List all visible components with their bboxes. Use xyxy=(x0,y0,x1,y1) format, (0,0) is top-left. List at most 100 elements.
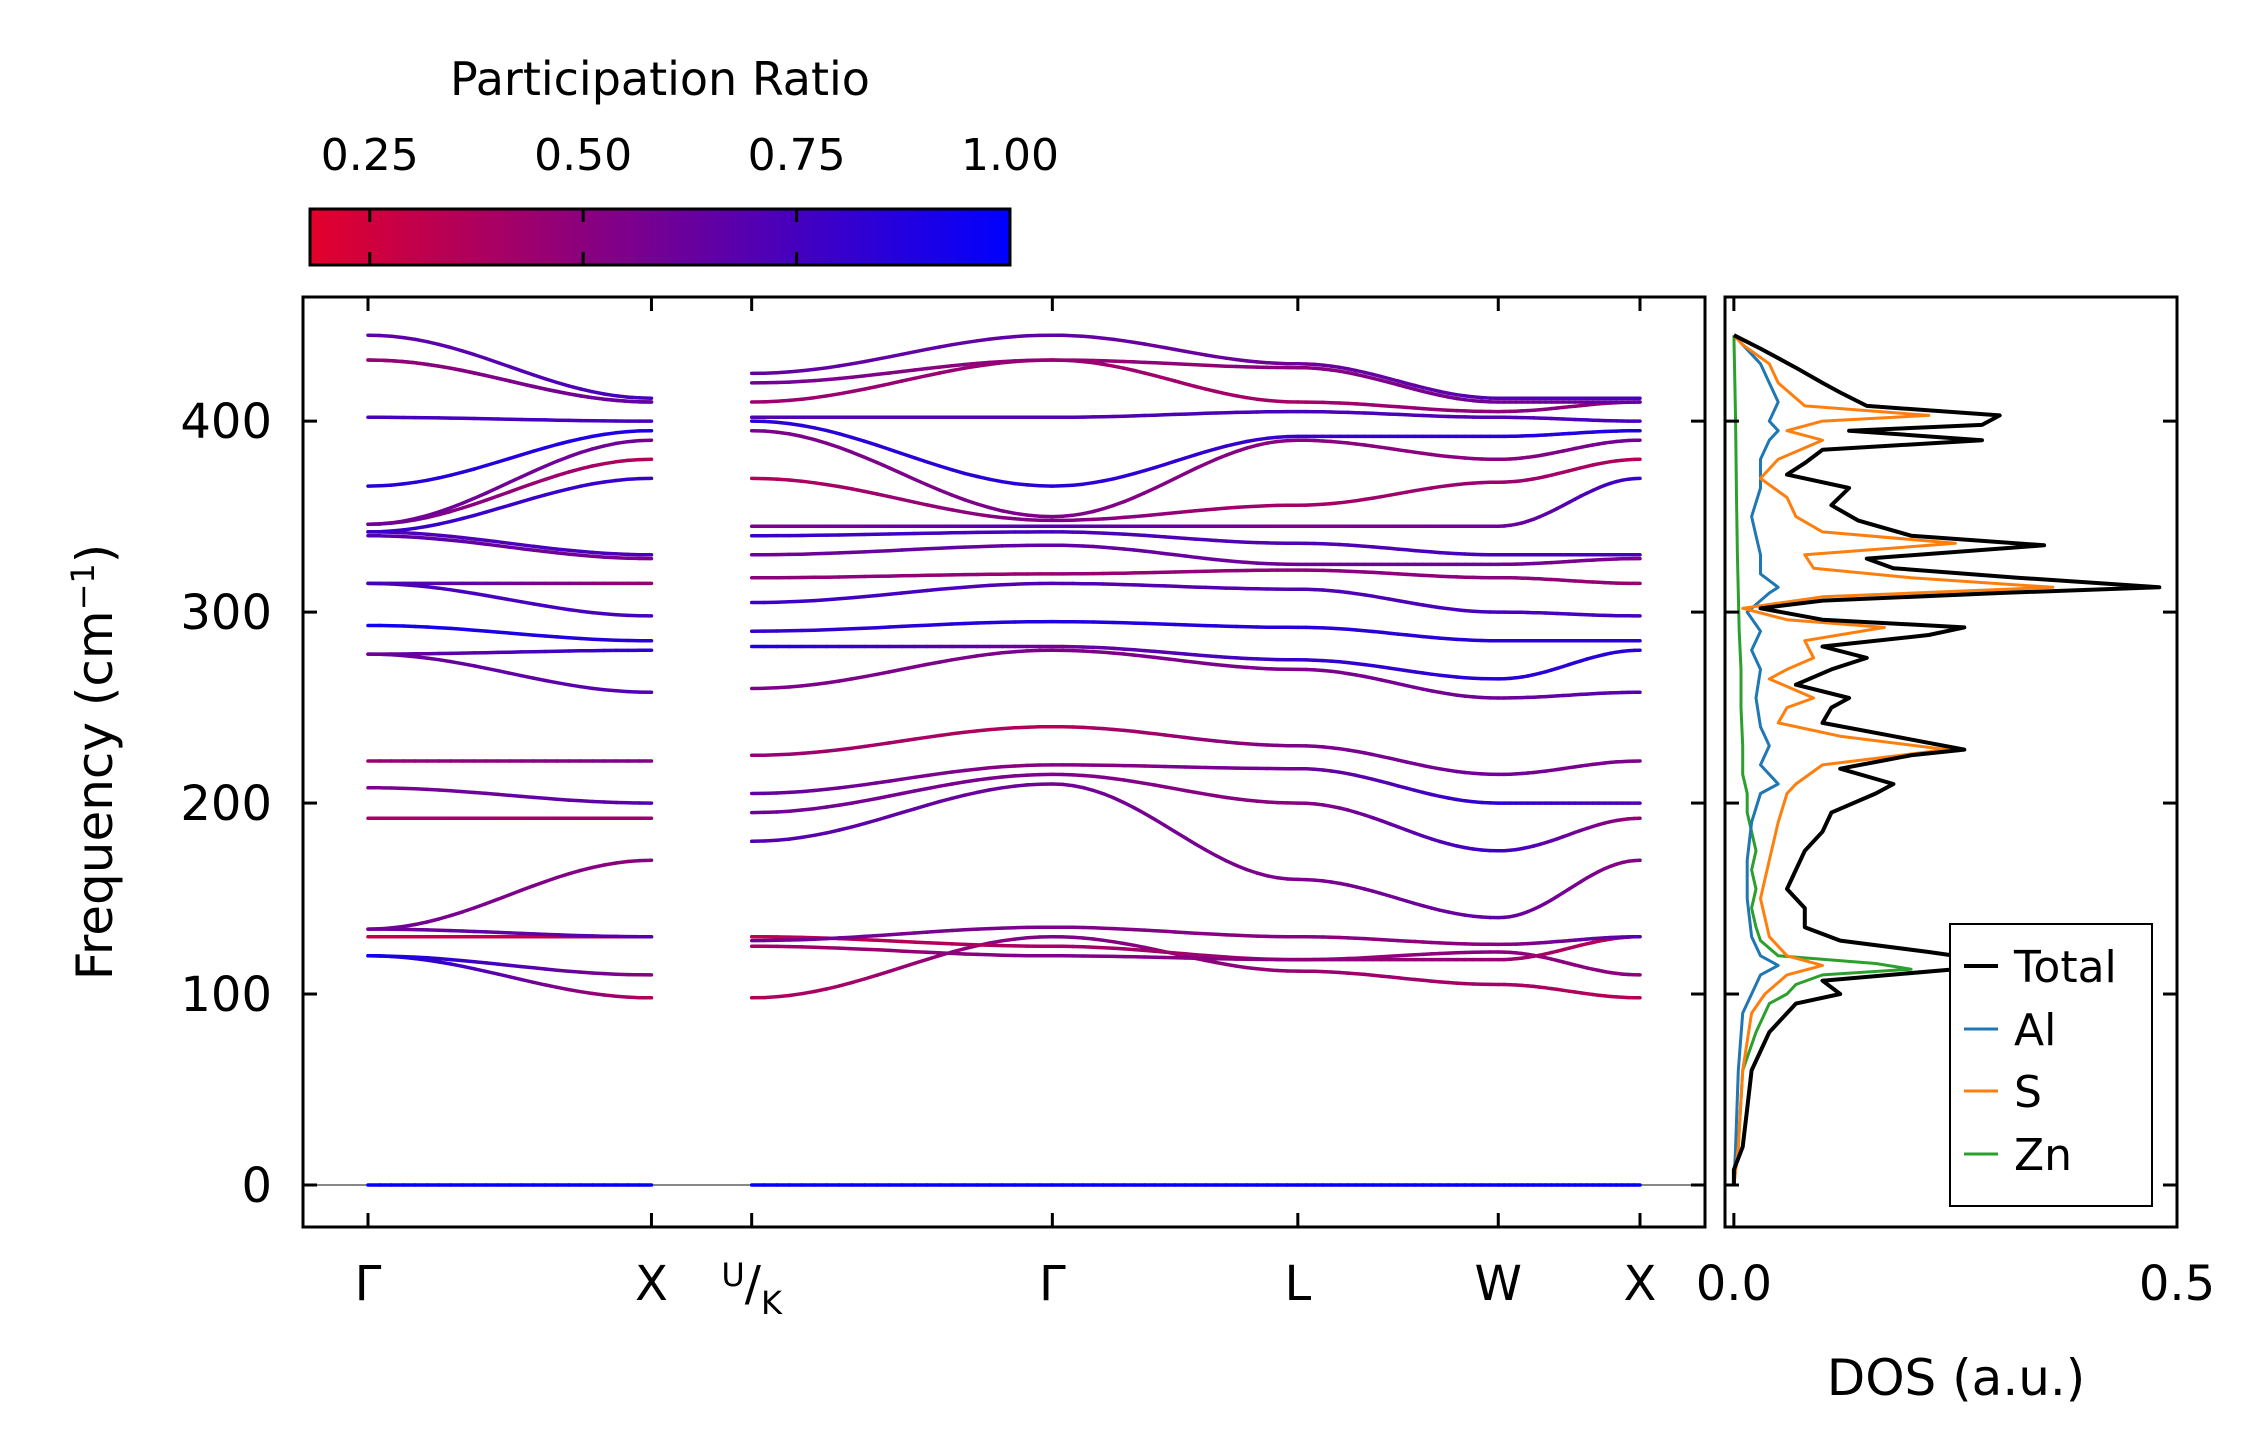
dos-frame xyxy=(1723,295,2179,1229)
band-segment xyxy=(912,803,929,811)
band-segment xyxy=(925,546,942,551)
band-segment xyxy=(472,628,488,633)
band-segment xyxy=(1132,468,1147,476)
band-segment xyxy=(1173,379,1188,386)
band-segment xyxy=(925,771,942,778)
band-segment xyxy=(437,788,453,793)
band-segment xyxy=(762,686,779,691)
band-segment xyxy=(1013,649,1030,654)
band-segment xyxy=(1152,373,1167,381)
band-segment xyxy=(774,837,792,843)
dos-x-tick-label: 0.5 xyxy=(2139,1256,2215,1312)
band-segment xyxy=(448,470,465,477)
band-segment xyxy=(507,793,524,799)
band-segment xyxy=(531,795,547,801)
band-segment xyxy=(519,496,536,504)
band-segment xyxy=(507,453,524,461)
band-segment xyxy=(825,392,842,398)
band-segment xyxy=(950,585,967,590)
band-segment xyxy=(975,360,992,366)
band-segment xyxy=(787,835,804,841)
band-segment xyxy=(812,426,829,433)
band-segment xyxy=(460,627,477,632)
band-segment xyxy=(1224,859,1239,868)
band-segment xyxy=(875,779,892,785)
band-segment xyxy=(626,476,642,482)
band-segment xyxy=(962,927,979,932)
band-segment xyxy=(900,368,917,374)
band-segment xyxy=(787,397,804,403)
band-segment xyxy=(472,664,488,671)
y-tick-label: 100 xyxy=(180,967,272,1023)
band-segment xyxy=(987,359,1004,365)
kpath-label: X xyxy=(635,1256,668,1312)
band-segment xyxy=(975,502,992,510)
band-segment xyxy=(519,632,536,637)
band-segment xyxy=(900,471,917,482)
band-segment xyxy=(862,439,879,447)
band-segment xyxy=(448,345,465,353)
band-segment xyxy=(602,460,618,466)
band-segment xyxy=(543,875,559,884)
band-segment xyxy=(850,487,867,494)
band-segment xyxy=(578,970,595,975)
band-segment xyxy=(1111,474,1126,481)
band-segment xyxy=(590,554,606,559)
band-segment xyxy=(425,476,441,483)
band-segment xyxy=(862,455,879,465)
band-segment xyxy=(472,537,488,543)
phonon-bands xyxy=(366,333,1642,1187)
band-segment xyxy=(875,492,892,499)
band-segment xyxy=(460,368,477,375)
band-segment xyxy=(1122,495,1136,504)
band-segment xyxy=(1204,447,1218,454)
band-segment xyxy=(825,936,842,941)
band-segment xyxy=(460,661,477,668)
band-segment xyxy=(413,524,429,531)
band-segment xyxy=(787,599,804,604)
band-segment xyxy=(567,467,583,474)
band-segment xyxy=(555,439,571,447)
band-segment xyxy=(837,550,854,555)
band-segment xyxy=(543,549,559,555)
band-segment xyxy=(987,726,1004,732)
band-segment xyxy=(925,950,942,955)
band-segment xyxy=(437,342,453,350)
band-segment xyxy=(887,447,904,456)
band-segment xyxy=(800,750,817,756)
band-segment xyxy=(812,987,829,994)
band-segment xyxy=(531,879,547,888)
band-segment xyxy=(555,968,571,973)
band-segment xyxy=(448,910,465,918)
band-segment xyxy=(460,513,477,521)
band-segment xyxy=(1183,836,1198,846)
band-segment xyxy=(626,995,642,1000)
band-segment xyxy=(1000,649,1017,655)
band-segment xyxy=(531,544,547,550)
band-segment xyxy=(472,491,488,501)
band-segment xyxy=(626,858,642,864)
band-segment xyxy=(875,355,892,361)
band-segment xyxy=(862,937,879,943)
band-segment xyxy=(987,775,1004,781)
band-segment xyxy=(437,519,453,526)
band-segment xyxy=(1013,334,1030,339)
band-segment xyxy=(900,665,917,672)
band-segment xyxy=(590,610,606,616)
band-segment xyxy=(762,370,779,375)
band-segment xyxy=(787,369,804,374)
band-segment xyxy=(602,392,618,398)
band-segment xyxy=(401,534,417,539)
band-segment xyxy=(460,349,477,357)
band-segment xyxy=(762,995,779,1000)
colorbar: Participation Ratio 0.25 0.50 0.75 1.00 xyxy=(308,52,1059,267)
band-segment xyxy=(887,494,904,502)
band-segment xyxy=(987,477,1004,484)
band-segment xyxy=(507,631,524,636)
band-segment xyxy=(590,637,606,642)
band-segment xyxy=(975,776,992,782)
band-segment xyxy=(1142,465,1157,473)
band-segment xyxy=(800,937,817,942)
band-segment xyxy=(887,791,904,798)
band-segment xyxy=(812,787,829,793)
